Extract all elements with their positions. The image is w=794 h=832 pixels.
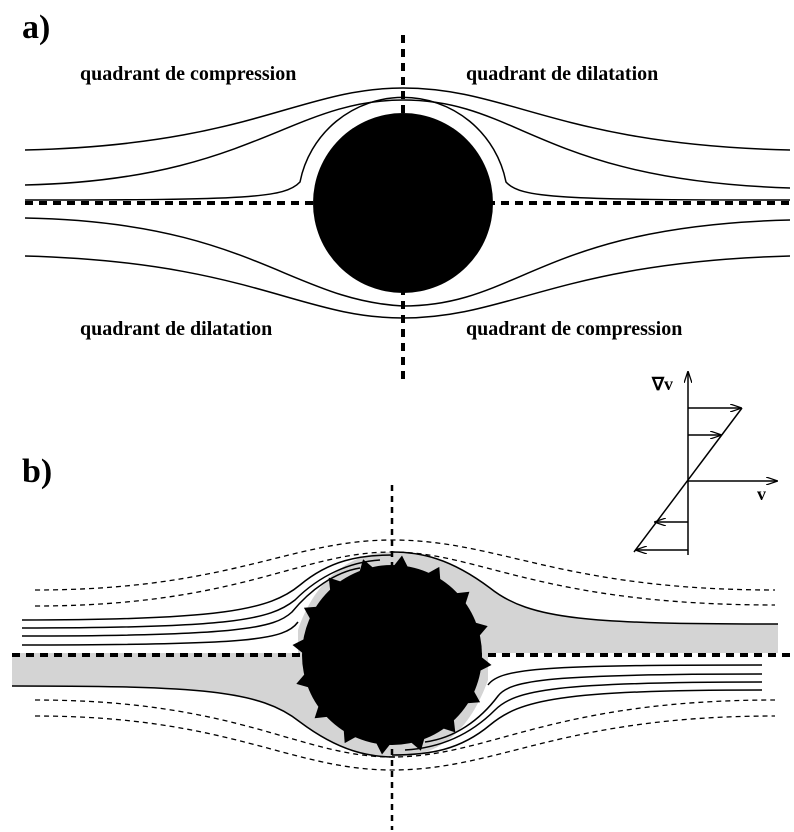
surface-spike — [392, 555, 409, 569]
gradient-label: ∇v — [651, 374, 673, 394]
quadrant-label: quadrant de compression — [80, 63, 296, 85]
streamline — [424, 673, 763, 743]
quadrant-label: quadrant de compression — [466, 318, 682, 340]
surface-spike — [292, 638, 306, 655]
panel-label: b) — [22, 453, 52, 490]
surface-spike — [473, 622, 488, 638]
surface-spike — [296, 672, 311, 688]
streamline — [391, 551, 779, 625]
quadrant-label: quadrant de dilatation — [466, 63, 658, 85]
panel-a: a) quadrant de compression quadrant de d… — [22, 9, 791, 380]
surface-spike — [303, 606, 319, 621]
surface-spike — [441, 717, 456, 733]
streamline — [391, 689, 763, 756]
streamline — [21, 559, 381, 629]
streamline — [21, 621, 299, 646]
surface-spike — [409, 736, 425, 751]
surface-spike — [328, 577, 343, 593]
panel-b: b) — [11, 453, 794, 830]
streamline — [487, 664, 763, 686]
surface-spike — [478, 655, 492, 672]
streamline — [11, 685, 396, 758]
surface-spike — [375, 741, 392, 755]
streamline — [24, 87, 791, 151]
surface-spike — [465, 689, 481, 704]
surface-spike — [426, 566, 441, 582]
panel-label: a) — [22, 9, 50, 46]
surface-spike — [314, 704, 330, 719]
streamline — [24, 99, 791, 189]
velocity-profile: ∇v v — [633, 372, 777, 555]
surface-spike — [359, 559, 375, 574]
surface-spike — [454, 591, 470, 606]
streamline — [404, 681, 763, 751]
surface-spike — [343, 728, 358, 744]
velocity-label: v — [757, 484, 766, 504]
quadrant-label: quadrant de dilatation — [80, 318, 272, 340]
streamline — [24, 96, 791, 201]
streamline-dashed — [34, 715, 776, 771]
profile-line — [633, 407, 743, 553]
streamline — [21, 554, 393, 621]
